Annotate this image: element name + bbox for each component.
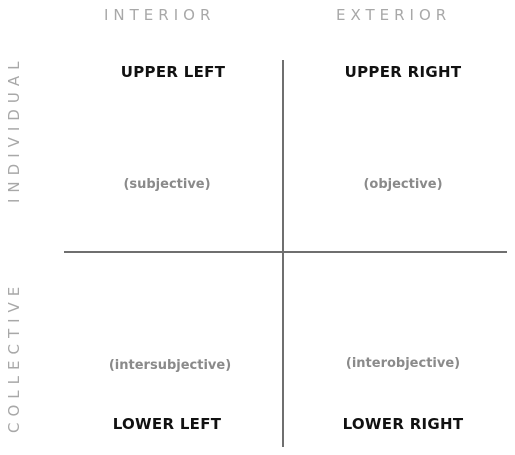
quadrant-title-lower-left: LOWER LEFT: [112, 415, 222, 433]
column-header-interior: INTERIOR: [104, 6, 216, 24]
quadrant-subtitle-upper-left: (subjective): [123, 177, 211, 192]
quadrant-subtitle-upper-right: (objective): [363, 177, 443, 192]
quadrant-title-upper-left: UPPER LEFT: [120, 63, 226, 81]
vertical-axis: [282, 60, 284, 447]
quadrant-subtitle-lower-left: (intersubjective): [108, 358, 232, 373]
quadrant-title-lower-right: LOWER RIGHT: [342, 415, 464, 433]
quadrant-subtitle-lower-right: (interobjective): [345, 356, 461, 371]
row-header-collective: COLLECTIVE: [5, 280, 23, 433]
horizontal-axis: [64, 251, 507, 253]
quadrant-title-upper-right: UPPER RIGHT: [344, 63, 462, 81]
column-header-exterior: EXTERIOR: [336, 6, 452, 24]
row-header-individual: INDIVIDUAL: [5, 55, 23, 203]
